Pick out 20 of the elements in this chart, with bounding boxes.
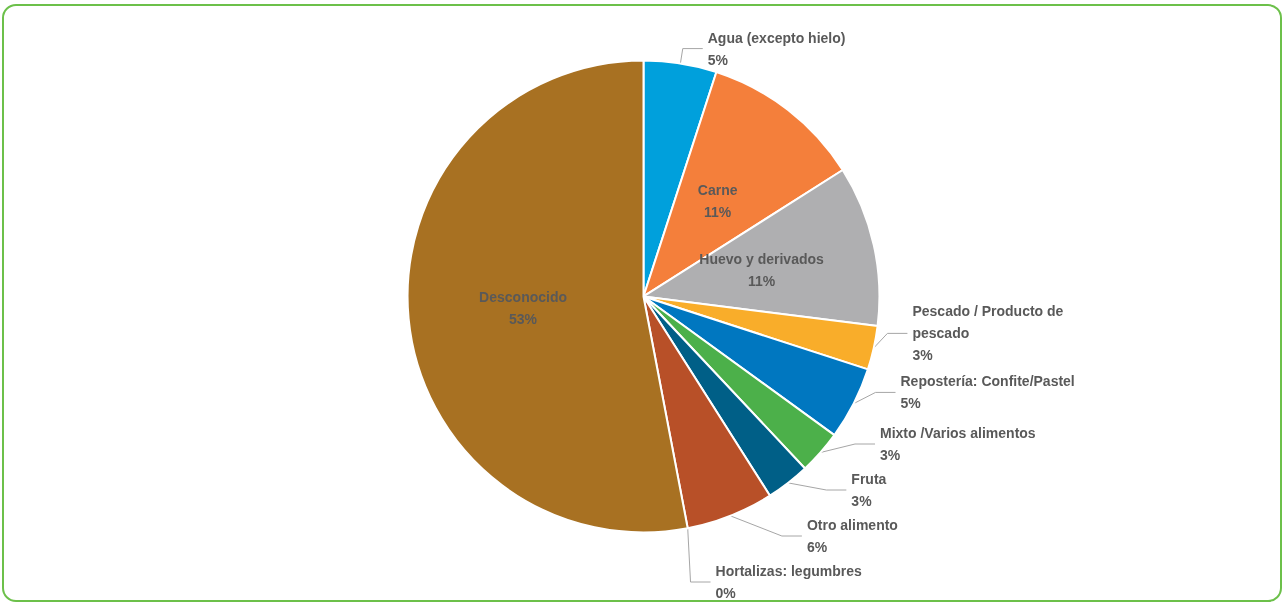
slice-label: Desconocido [479,288,568,305]
data-label: 6% [806,539,828,555]
data-label: 3% [880,447,901,463]
data-label: 5% [900,395,922,412]
slice-label: Fruta [851,471,887,487]
slice-label: Agua (excepto hielo) [707,29,846,46]
slice-label: Repostería: Confite/Pastel [900,373,1075,390]
data-label: 3% [912,347,934,364]
slice-label: Otro alimento [806,517,898,533]
data-label: 3% [851,493,873,509]
slice-label: Carne [697,181,738,198]
slice-label: Mixto /Varios alimentos [880,425,1036,441]
category-label: Hortalizas: legumbres [715,563,862,579]
data-label: 11% [747,273,776,290]
data-label: 11% [704,203,732,220]
data-label: 5% [707,51,729,68]
slice-label: Pescado / Producto de pescado [912,303,1068,342]
data-label: 53% [509,310,538,327]
slice-label: Huevo y derivados [699,251,825,268]
text: 0% [715,585,736,601]
